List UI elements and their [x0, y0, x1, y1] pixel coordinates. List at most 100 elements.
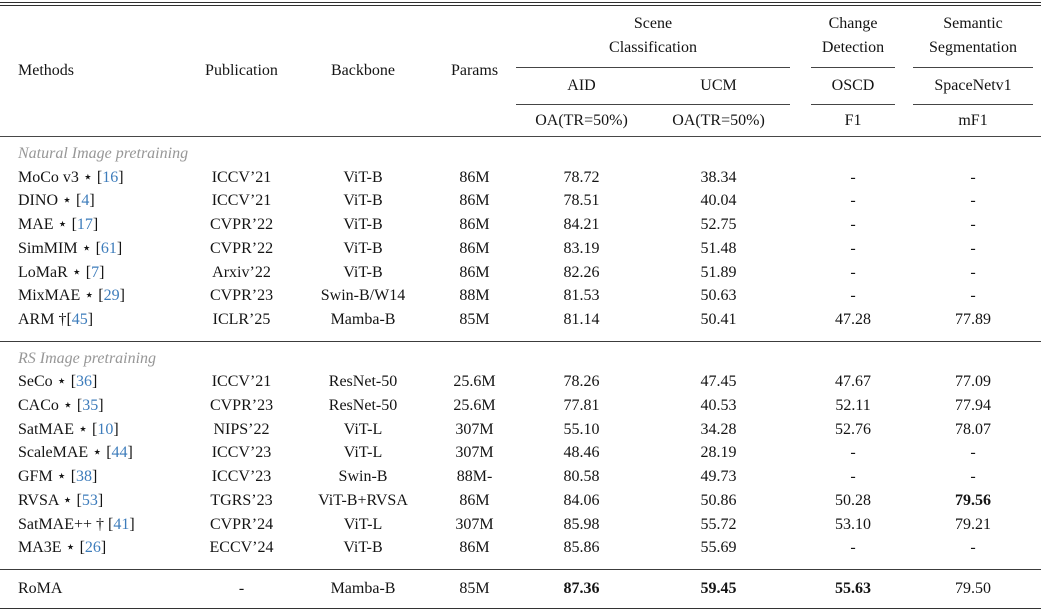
column-spacer — [895, 513, 913, 537]
table-header: Methods Publication Backbone Params Scen… — [0, 6, 1041, 137]
cell-params: 25.6M — [453, 397, 496, 415]
citation-link[interactable]: 17 — [76, 216, 93, 234]
cell-publication: CVPR’23 — [209, 287, 274, 305]
cell-spacenetv1-mf1: - — [970, 216, 976, 234]
cell-backbone: ResNet-50 — [328, 373, 398, 391]
cell-spacenetv1-mf1: - — [970, 192, 976, 210]
citation-link[interactable]: 61 — [100, 239, 117, 257]
citation-link[interactable]: 45 — [71, 310, 88, 328]
cell-publication: ICCV’21 — [211, 373, 272, 391]
cell-oscd-f1: 47.28 — [835, 310, 872, 328]
cell-aid-oa: 85.98 — [563, 515, 600, 533]
cell-spacenetv1-mf1: - — [970, 468, 976, 486]
section-title-row: RS Image pretraining — [0, 340, 1041, 371]
citation-link[interactable]: 7 — [91, 263, 100, 281]
column-spacer — [895, 261, 913, 285]
cell-spacenetv1-mf1: - — [970, 444, 976, 462]
citation-link[interactable]: 4 — [81, 192, 90, 210]
cell-method: LoMaR ⋆ [7] — [18, 263, 105, 281]
cell-backbone: ViT-L — [343, 420, 383, 438]
citation-link[interactable]: 36 — [76, 373, 93, 391]
cell-method: RoMA — [0, 568, 190, 608]
cell-backbone: ViT-B+RVSA — [318, 491, 408, 509]
cell-method: MixMAE ⋆ [29] — [18, 287, 125, 305]
cell-publication: ICCV’23 — [211, 444, 272, 462]
table-row: ScaleMAE ⋆ [44] ICCV’23 ViT-L 307M 48.46 28.1… — [0, 441, 1041, 465]
citation-link[interactable]: 26 — [84, 539, 101, 557]
cell-method: CACo ⋆ [35] — [18, 397, 104, 415]
citation-link[interactable]: 29 — [103, 287, 120, 305]
column-spacer — [895, 370, 913, 394]
column-spacer — [790, 513, 811, 537]
cell-backbone: ViT-B — [343, 539, 383, 557]
cell-spacenetv1-mf1: - — [970, 263, 976, 281]
cell-params: 88M- — [456, 468, 493, 486]
cell-oscd-f1: - — [850, 168, 856, 186]
cell-ucm-oa: 59.45 — [647, 568, 791, 608]
cell-backbone: ViT-B — [343, 263, 383, 281]
table-row: SatMAE++ † [41] CVPR’24 ViT-L 307M 85.98 55.7… — [0, 513, 1041, 537]
col-header-backbone: Backbone — [293, 6, 433, 137]
column-spacer — [790, 394, 811, 418]
cell-method: MAE ⋆ [17] — [18, 216, 99, 234]
cell-spacenetv1-mf1: - — [970, 168, 976, 186]
table-row: LoMaR ⋆ [7] Arxiv’22 ViT-B 86M 82.26 51.89 - - — [0, 261, 1041, 285]
cell-publication: NIPS’22 — [213, 420, 270, 438]
cell-oscd-f1: - — [850, 239, 856, 257]
citation-link[interactable]: 16 — [102, 168, 119, 186]
citation-link[interactable]: 53 — [81, 491, 98, 509]
column-spacer — [895, 308, 913, 341]
cell-aid-oa: 87.36 — [516, 568, 647, 608]
citation-link[interactable]: 38 — [76, 468, 93, 486]
cell-ucm-oa: 28.19 — [700, 444, 737, 462]
column-spacer — [790, 213, 811, 237]
results-table: Methods Publication Backbone Params Scen… — [0, 6, 1041, 608]
cell-aid-oa: 84.21 — [563, 216, 600, 234]
cell-aid-oa: 82.26 — [563, 263, 600, 281]
column-spacer — [790, 308, 811, 341]
metric-header-spacenetv1: mF1 — [913, 104, 1034, 137]
cell-oscd-f1: - — [850, 468, 856, 486]
cell-spacenetv1-mf1: 78.07 — [955, 420, 992, 438]
citation-link[interactable]: 10 — [97, 420, 114, 438]
cell-params: 307M — [455, 515, 494, 533]
cell-params: 85M — [433, 568, 516, 608]
cell-method: SatMAE ⋆ [10] — [18, 420, 119, 438]
dataset-header-aid: AID — [516, 67, 647, 105]
column-spacer — [1033, 465, 1041, 489]
cell-spacenetv1-mf1: 77.94 — [955, 397, 992, 415]
cell-spacenetv1-mf1: 79.56 — [955, 491, 992, 509]
table-row: CACo ⋆ [35] CVPR’23 ResNet-50 25.6M 77.81 40.… — [0, 394, 1041, 418]
table-row: MAE ⋆ [17] CVPR’22 ViT-B 86M 84.21 52.75 - - — [0, 213, 1041, 237]
cell-backbone: ResNet-50 — [328, 397, 398, 415]
column-spacer — [790, 536, 811, 569]
dataset-header-spacenetv1: SpaceNetv1 — [913, 67, 1034, 105]
citation-link[interactable]: 44 — [111, 444, 128, 462]
citation-link[interactable]: 35 — [82, 397, 99, 415]
column-spacer — [790, 568, 812, 608]
cell-backbone: Mamba-B — [293, 568, 433, 608]
table-row: ARM †[45] ICLR’25 Mamba-B 85M 81.14 50.41 47.2… — [0, 308, 1041, 341]
metric-header-aid: OA(TR=50%) — [516, 104, 647, 137]
column-spacer — [895, 213, 913, 237]
column-spacer — [895, 237, 913, 261]
column-spacer — [895, 166, 913, 190]
citation-link[interactable]: 41 — [113, 515, 130, 533]
column-spacer — [1033, 166, 1041, 190]
column-spacer — [895, 394, 913, 418]
cell-backbone: ViT-L — [343, 444, 383, 462]
cell-aid-oa: 78.26 — [563, 373, 600, 391]
col-header-params: Params — [433, 6, 516, 137]
dataset-header-oscd: OSCD — [811, 67, 896, 105]
column-spacer — [895, 465, 913, 489]
cell-method: SeCo ⋆ [36] — [18, 373, 98, 391]
cell-ucm-oa: 50.41 — [700, 310, 737, 328]
column-spacer — [790, 370, 811, 394]
column-spacer — [895, 568, 914, 608]
column-spacer — [1033, 489, 1041, 513]
cell-publication: CVPR’24 — [209, 515, 274, 533]
column-spacer — [1033, 261, 1041, 285]
cell-method: SimMIM ⋆ [61] — [18, 239, 123, 257]
table-row: MoCo v3 ⋆ [16] ICCV’21 ViT-B 86M 78.72 38.34 -… — [0, 166, 1041, 190]
